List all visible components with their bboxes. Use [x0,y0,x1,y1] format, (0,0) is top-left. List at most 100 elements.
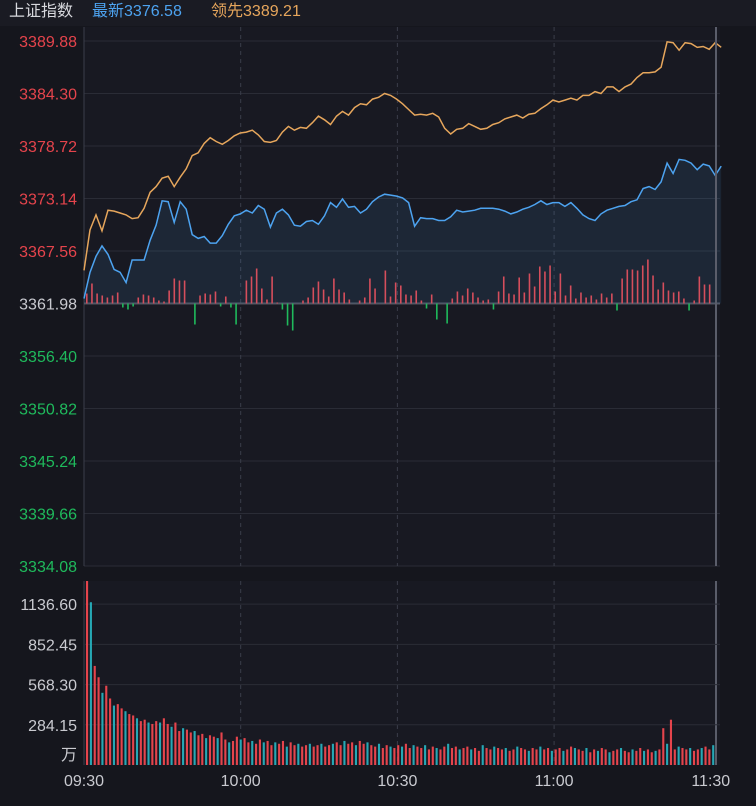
volume-bar [128,714,131,765]
volume-bar [335,742,338,765]
volume-tick-label: 568.30 [28,678,77,695]
volume-bar [546,748,550,765]
volume-bar [612,750,615,765]
volume-bar [485,748,488,765]
volume-bar [304,745,308,765]
volume-bar [166,723,169,765]
volume-bar [216,738,219,765]
volume-bar [700,748,703,765]
diff-bar [204,293,206,304]
price-tick-label: 3378.72 [19,139,77,156]
volume-bar [228,742,231,765]
price-tick-label: 3367.56 [19,244,77,261]
diff-bar [703,284,706,304]
diff-bar [616,303,618,311]
volume-bar [308,743,311,765]
volume-bar [193,731,196,765]
volume-bar [347,743,350,765]
volume-bar [466,746,469,765]
time-tick-label: 10:00 [221,773,261,790]
diff-bar [600,293,603,304]
volume-bar [158,722,162,765]
volume-bar [577,749,580,765]
diff-bar [631,269,634,304]
volume-bar [251,740,254,765]
diff-bar [101,295,104,304]
price-tick-label: 3345.24 [19,454,77,471]
volume-bar [197,735,200,765]
diff-bar [147,295,150,304]
volume-bar [639,748,642,765]
volume-bar [278,743,281,765]
volume-bar [339,745,342,765]
diff-bar [291,303,294,331]
volume-bar [120,708,123,765]
diff-bar [343,292,345,304]
diff-bar [497,291,500,304]
volume-bar [473,748,477,765]
volume-bar [573,748,576,765]
volume-bar [585,748,588,765]
volume-bar [178,731,181,765]
diff-bar [209,294,212,304]
price-tick-label: 3361.98 [19,297,77,314]
volume-bar [182,728,185,765]
volume-bar [393,748,396,765]
diff-bar [569,285,572,304]
volume-bar [658,749,661,765]
volume-bar [504,748,507,765]
volume-bar [362,743,365,765]
diff-bar [168,290,170,304]
volume-bar [635,750,638,765]
volume-bar [673,749,676,765]
volume-bar [458,749,461,765]
volume-bar [374,746,377,765]
diff-bar [420,300,423,304]
diff-bar [183,280,186,304]
diff-bar [394,282,397,304]
volume-bar [439,749,442,765]
volume-bar [274,742,277,765]
diff-bar [693,300,696,304]
diff-bar [415,290,418,304]
diff-bar [163,301,165,304]
price-tick-label: 3384.30 [19,87,77,104]
volume-tick-label: 852.45 [28,637,77,654]
volume-bar [562,750,565,765]
volume-bar [281,740,285,765]
diff-bar [122,303,124,308]
volume-bar [224,739,227,765]
volume-bar [581,750,584,765]
diff-bar [657,289,659,304]
diff-bar [472,292,474,304]
volume-bar [481,745,484,765]
price-tick-label: 3373.14 [19,192,77,209]
index-area [84,159,722,304]
diff-bar [549,265,551,304]
diff-bar [621,278,623,304]
diff-bar [91,283,93,304]
volume-bar [427,749,431,765]
volume-bar [631,749,634,765]
diff-bar [611,293,613,304]
volume-bar [316,745,319,765]
diff-bar [374,288,376,304]
volume-bar [220,732,223,765]
diff-bar [400,285,402,304]
volume-bar [116,704,119,765]
lead-line [83,40,722,271]
diff-bar [281,303,284,310]
diff-bar [410,295,412,304]
volume-bar [570,746,573,765]
diff-bar [641,265,644,304]
volume-bar [155,721,158,765]
diff-bar [451,298,454,304]
volume-bar [109,698,112,765]
price-tick-label: 3356.40 [19,349,77,366]
volume-bar [677,746,680,765]
volume-bar [377,743,381,765]
volume-bar [589,752,592,765]
volume-bar [89,602,92,765]
diff-bar [466,288,469,304]
